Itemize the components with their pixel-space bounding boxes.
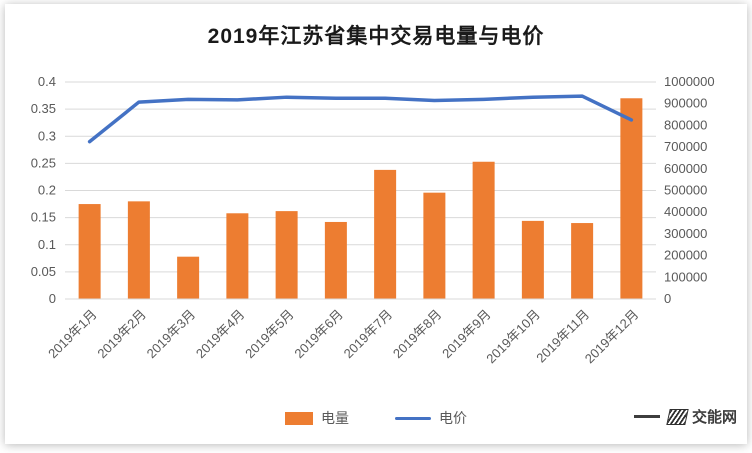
- x-axis-tick: 2019年7月: [341, 307, 396, 362]
- right-axis-tick: 900000: [664, 96, 707, 111]
- x-axis-tick: 2019年6月: [291, 307, 346, 362]
- volume-swatch-icon: [285, 411, 313, 425]
- bar-month-10: [521, 220, 544, 299]
- right-axis-tick: 1000000: [664, 74, 715, 89]
- left-axis-tick: 0.15: [31, 210, 56, 225]
- right-axis-tick: 600000: [664, 161, 707, 176]
- price-line: [87, 94, 634, 144]
- right-axis-tick: 200000: [664, 248, 707, 263]
- legend-item-volume: 电量: [285, 408, 349, 428]
- bar-month-8: [423, 192, 446, 299]
- bar-month-3: [177, 256, 200, 299]
- chart-card: 2019年江苏省集中交易电量与电价 0 0.05 0.1 0.15 0.2 0.25 0.3…: [5, 4, 747, 444]
- bar-month-2: [127, 201, 150, 299]
- left-axis-tick: 0.05: [31, 264, 56, 279]
- bar-month-11: [571, 223, 594, 299]
- brand-logo-icon: [666, 408, 689, 425]
- right-axis-tick: 800000: [664, 117, 707, 132]
- right-axis-tick: 100000: [664, 269, 707, 284]
- bar-month-12: [620, 98, 643, 300]
- bar-month-5: [275, 211, 298, 299]
- bar-month-9: [472, 161, 495, 299]
- price-swatch-icon: [395, 416, 431, 420]
- bar-month-1: [78, 204, 101, 299]
- watermark-rule: [633, 415, 660, 418]
- right-axis-tick: 500000: [664, 183, 707, 198]
- x-axis-tick: 2019年8月: [390, 307, 445, 362]
- left-axis-tick: 0.1: [38, 237, 56, 252]
- left-axis-tick: 0.4: [38, 74, 56, 89]
- chart-legend: 电量 电价: [5, 408, 747, 428]
- watermark-text: 交能网: [691, 409, 737, 426]
- bar-month-4: [226, 213, 249, 299]
- combo-chart: 0 0.05 0.1 0.15 0.2 0.25 0.3 0.35 0.4 0 100000 2000…: [31, 74, 715, 367]
- left-axis-tick: 0.2: [38, 183, 56, 198]
- right-axis-tick: 400000: [664, 204, 707, 219]
- left-axis-tick: 0.35: [31, 101, 56, 116]
- x-axis-tick: 2019年2月: [94, 307, 149, 362]
- left-axis-tick: 0.3: [38, 128, 56, 143]
- x-axis-tick: 2019年1月: [45, 307, 100, 362]
- x-axis-tick: 2019年5月: [242, 307, 297, 362]
- legend-label-volume: 电量: [321, 410, 349, 426]
- bar-month-6: [324, 221, 347, 299]
- x-axis-tick: 2019年4月: [193, 307, 248, 362]
- chart-title: 2019年江苏省集中交易电量与电价: [207, 25, 545, 48]
- bar-month-7: [374, 169, 397, 299]
- x-axis-tick: 2019年3月: [144, 307, 199, 362]
- legend-item-price: 电价: [395, 408, 467, 428]
- left-axis-tick: 0.25: [31, 155, 56, 170]
- x-axis-tick: 2019年10月: [483, 307, 543, 367]
- left-axis-tick: 0: [49, 291, 56, 306]
- brand-watermark: 交能网: [633, 406, 737, 427]
- x-axis-tick: 2019年12月: [582, 307, 642, 367]
- right-axis-tick: 300000: [664, 226, 707, 241]
- right-axis-tick: 700000: [664, 139, 707, 154]
- legend-label-price: 电价: [439, 410, 467, 426]
- right-axis-tick: 0: [664, 291, 671, 306]
